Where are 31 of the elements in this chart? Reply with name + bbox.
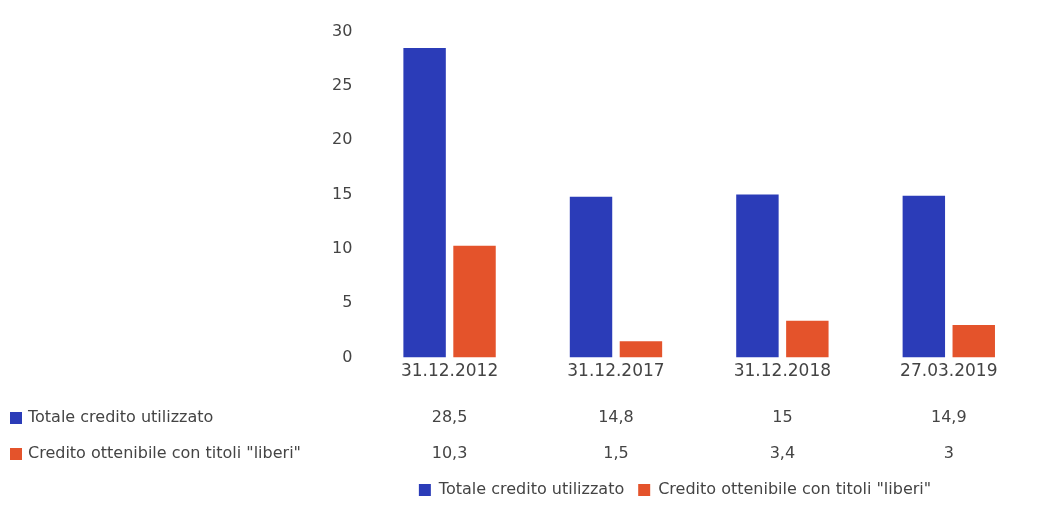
x-tick-label: 31.12.2012 bbox=[400, 360, 499, 381]
bar bbox=[786, 320, 829, 358]
data-label: 3,4 bbox=[769, 443, 796, 463]
bar bbox=[619, 341, 663, 358]
y-tick-label: 5 bbox=[342, 292, 353, 312]
data-label: 1,5 bbox=[603, 443, 629, 463]
data-label: 28,5 bbox=[431, 407, 468, 427]
data-label: 14,9 bbox=[930, 407, 967, 427]
data-label: 14,8 bbox=[598, 407, 634, 427]
bar bbox=[902, 195, 946, 358]
data-label: 3 bbox=[943, 443, 954, 463]
legend-label: Credito ottenibile con titoli "liberi" bbox=[658, 479, 932, 499]
data-label: 10,3 bbox=[431, 443, 468, 463]
text: Totale credito utilizzato bbox=[28, 407, 214, 427]
y-tick-label: 25 bbox=[332, 75, 353, 95]
bar bbox=[952, 325, 995, 358]
data-label: 15 bbox=[772, 407, 793, 427]
y-tick-label: 20 bbox=[332, 129, 353, 149]
y-tick-label: 0 bbox=[342, 346, 353, 366]
legend-label: Totale credito utilizzato bbox=[437, 479, 625, 499]
x-tick-label: 31.12.2018 bbox=[733, 360, 832, 381]
y-tick-label: 10 bbox=[332, 238, 353, 258]
bar bbox=[453, 245, 496, 358]
x-tick-label: 31.12.2017 bbox=[567, 360, 665, 381]
bar bbox=[569, 196, 613, 358]
y-tick-label: 30 bbox=[332, 20, 353, 40]
y-tick-label: 15 bbox=[332, 183, 353, 203]
text: Credito ottenibile con titoli "liberi" bbox=[28, 443, 301, 463]
bar bbox=[403, 47, 446, 358]
bar bbox=[736, 194, 779, 358]
x-tick-label: 27.03.2019 bbox=[900, 360, 998, 381]
